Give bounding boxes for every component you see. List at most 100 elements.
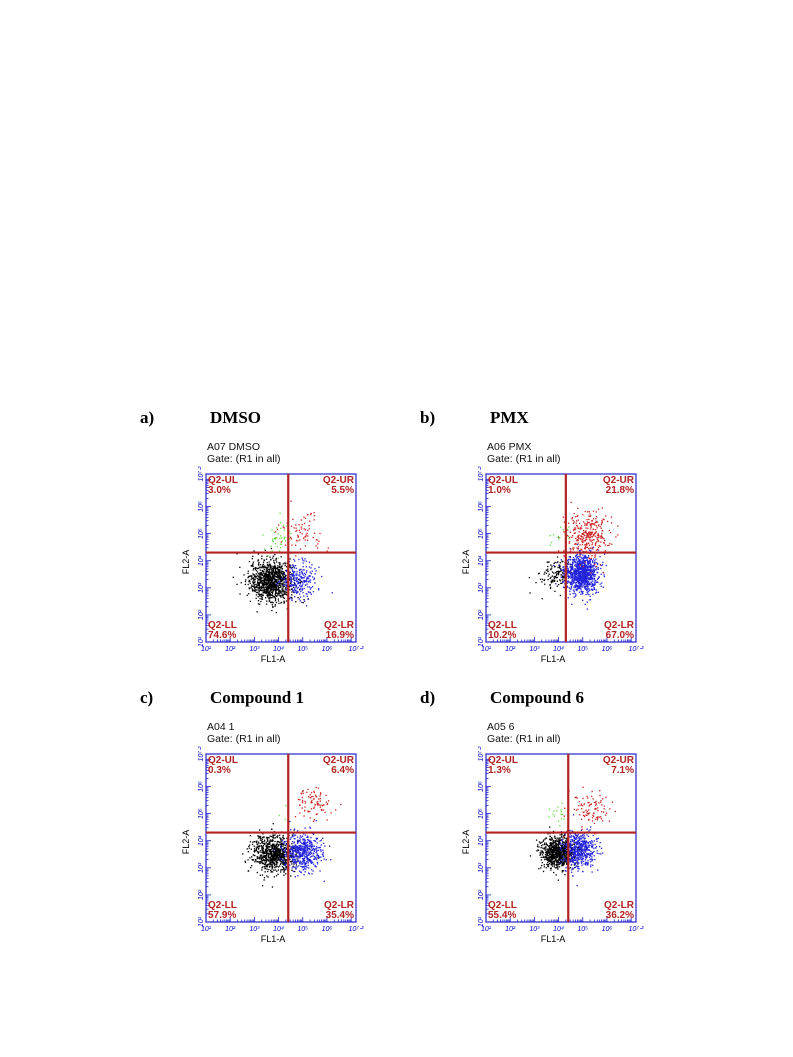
event-point-lr	[579, 575, 582, 577]
event-point-ll	[539, 852, 541, 854]
event-point-lr	[283, 573, 285, 575]
event-point-ll	[269, 863, 271, 865]
event-point-ur	[577, 548, 579, 550]
event-point-ur	[593, 523, 595, 525]
event-point-lr	[587, 564, 590, 566]
event-point-lr	[298, 840, 301, 842]
event-point-ll	[257, 583, 259, 586]
event-point-ll	[259, 578, 261, 581]
quadrant-name-q2-lr: Q2-LR	[324, 620, 355, 631]
event-point-lr	[279, 858, 281, 860]
event-point-ll	[277, 580, 280, 583]
event-point-ll	[256, 857, 259, 860]
y-tick-label: 10¹	[478, 636, 485, 647]
event-point-lr	[289, 575, 291, 577]
event-point-lr	[291, 846, 293, 848]
event-point-lr	[587, 574, 590, 576]
event-point-ur	[597, 508, 600, 510]
event-point-ll	[268, 580, 270, 582]
event-point-ll	[553, 857, 555, 860]
event-point-ll	[251, 588, 253, 590]
event-point-ll	[273, 837, 275, 839]
event-point-lr	[570, 567, 572, 570]
event-point-ll	[251, 575, 253, 578]
event-point-ll	[266, 587, 268, 589]
event-point-lr	[311, 564, 313, 566]
event-point-ll	[256, 589, 258, 591]
event-point-lr	[583, 577, 585, 579]
event-point-ll	[275, 561, 278, 563]
event-point-ll	[544, 847, 546, 850]
event-point-ur	[582, 533, 584, 535]
sample-label: A07 DMSO	[207, 441, 261, 453]
event-point-ll	[297, 578, 300, 581]
event-point-ur	[582, 565, 585, 568]
event-point-ur	[291, 544, 293, 546]
event-point-ll	[270, 851, 272, 853]
event-point-lr	[555, 583, 557, 585]
event-point-lr	[300, 848, 302, 851]
event-point-ll	[272, 853, 274, 855]
event-point-ll	[274, 576, 276, 578]
event-point-lr	[569, 547, 571, 550]
event-point-lr	[589, 569, 591, 572]
event-point-lr	[584, 554, 586, 557]
event-point-ll	[292, 578, 295, 580]
x-tick-label: 10⁴	[553, 646, 564, 653]
event-point-lr	[601, 564, 604, 566]
event-point-ll	[545, 572, 548, 575]
event-point-ll	[276, 568, 279, 570]
event-point-ll	[562, 864, 564, 867]
event-point-ur	[573, 529, 575, 532]
event-point-ll	[279, 571, 282, 573]
event-point-lr	[284, 850, 286, 852]
event-point-ll	[562, 862, 564, 864]
event-point-ll	[239, 593, 241, 595]
event-point-lr	[303, 569, 305, 571]
event-point-ll	[272, 590, 274, 592]
event-point-lr	[322, 855, 325, 858]
event-point-ll	[265, 574, 267, 576]
event-point-lr	[306, 576, 308, 579]
quadrant-percent-q2-lr: 67.0%	[606, 630, 634, 641]
event-point-lr	[292, 854, 294, 857]
event-point-ll	[263, 579, 265, 582]
event-point-ll	[267, 836, 269, 839]
event-point-ur	[274, 531, 277, 533]
event-point-ll	[283, 871, 285, 873]
axis-ticks	[485, 479, 632, 643]
event-point-ll	[269, 564, 271, 566]
event-point-ll	[560, 570, 563, 572]
event-point-ll	[558, 566, 561, 568]
event-point-ll	[271, 585, 273, 588]
event-point-lr	[288, 849, 291, 851]
event-point-lr	[302, 577, 304, 579]
event-point-ll	[282, 843, 284, 846]
event-point-lr	[296, 836, 299, 838]
event-point-ll	[282, 850, 284, 853]
event-point-ll	[260, 574, 262, 576]
x-tick-label: 10⁷⋅²	[349, 646, 365, 653]
event-point-ur	[325, 801, 327, 803]
event-point-ll	[554, 575, 557, 578]
event-point-lr	[603, 553, 606, 555]
event-point-lr	[589, 599, 592, 601]
event-point-lr	[578, 582, 581, 584]
event-point-ll	[261, 593, 263, 596]
event-point-ll	[265, 857, 268, 859]
event-point-lr	[589, 561, 591, 564]
event-point-lr	[303, 851, 305, 854]
event-point-ll	[255, 848, 258, 850]
event-point-lr	[567, 576, 570, 578]
event-point-ll	[273, 846, 276, 849]
event-point-ll	[552, 855, 555, 857]
event-point-ll	[554, 858, 556, 860]
event-point-ll	[272, 844, 274, 846]
event-point-lr	[319, 846, 321, 849]
x-tick-label: 10⁷⋅²	[349, 926, 365, 933]
event-point-ul	[285, 804, 287, 807]
event-point-ur	[578, 534, 580, 536]
event-point-ll	[283, 857, 285, 859]
event-point-ll	[281, 841, 283, 843]
event-point-lr	[301, 588, 304, 590]
